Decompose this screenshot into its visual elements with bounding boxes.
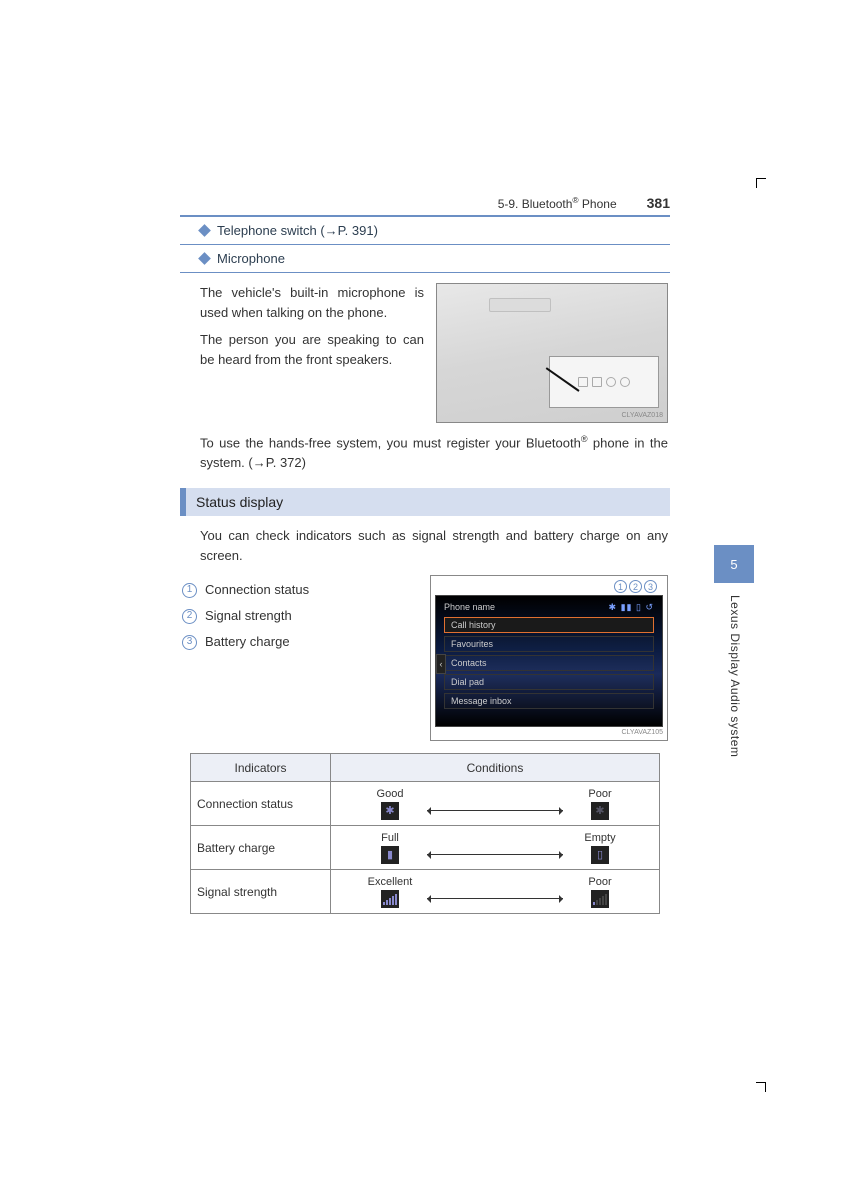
table-row: Signal strength Excellent Poor xyxy=(191,870,660,914)
table-cell-label: Connection status xyxy=(191,782,331,826)
circled-number-icon: 1 xyxy=(614,580,627,593)
bluetooth-icon: ✱ xyxy=(591,802,609,820)
legend-label: Connection status xyxy=(205,577,309,603)
battery-icon: ▯ xyxy=(591,846,609,864)
circled-number-icon: 3 xyxy=(644,580,657,593)
table-header: Conditions xyxy=(331,754,660,782)
screen-illustration-box: 1 2 3 Phone name ✱ ▮▮ ▯ ↺ Call history F… xyxy=(430,575,668,741)
screen-menu-item: Message inbox xyxy=(444,693,654,709)
condition-label: Poor xyxy=(588,788,611,800)
table-cell-conditions: Excellent Poor xyxy=(331,870,660,914)
table-cell-label: Signal strength xyxy=(191,870,331,914)
table-cell-conditions: Full ▮ Empty ▯ xyxy=(331,826,660,870)
legend-list: 1 Connection status 2 Signal strength 3 … xyxy=(182,575,416,741)
battery-icon: ▮ xyxy=(381,846,399,864)
condition-label: Good xyxy=(377,788,404,800)
paragraph: The person you are speaking to can be he… xyxy=(200,330,424,369)
status-row: 1 Connection status 2 Signal strength 3 … xyxy=(180,575,670,753)
page-content: 5-9. Bluetooth® Phone 381 Telephone swit… xyxy=(180,195,670,914)
paragraph: The vehicle's built-in microphone is use… xyxy=(200,283,424,322)
range-arrow-icon xyxy=(427,810,563,811)
diamond-bullet-icon xyxy=(198,224,211,237)
screen-menu-item: Dial pad xyxy=(444,674,654,690)
screen-callouts: 1 2 3 xyxy=(435,580,663,595)
illustration-caption: CLYAVAZ105 xyxy=(435,727,663,736)
page-header: 5-9. Bluetooth® Phone 381 xyxy=(180,195,670,217)
legend-item: 2 Signal strength xyxy=(182,603,416,629)
chapter-tab: 5 xyxy=(714,545,754,583)
back-arrow-icon: ‹ xyxy=(436,654,446,674)
table-cell-label: Battery charge xyxy=(191,826,331,870)
circled-number-icon: 1 xyxy=(182,583,197,598)
diamond-bullet-icon xyxy=(198,252,211,265)
condition-label: Empty xyxy=(584,832,615,844)
table-row: Battery charge Full ▮ Empty ▯ xyxy=(191,826,660,870)
page-number: 381 xyxy=(647,195,670,211)
screen-menu-item: Call history xyxy=(444,617,654,633)
table-row: Connection status Good ✱ Poor ✱ xyxy=(191,782,660,826)
status-intro: You can check indicators such as signal … xyxy=(180,526,670,575)
phone-screen: Phone name ✱ ▮▮ ▯ ↺ Call history Favouri… xyxy=(435,595,663,727)
section-heading-status-display: Status display xyxy=(180,488,670,516)
screen-menu-item: Favourites xyxy=(444,636,654,652)
microphone-text: The vehicle's built-in microphone is use… xyxy=(200,283,424,423)
screen-status-icons: ✱ ▮▮ ▯ ↺ xyxy=(609,602,654,613)
legend-label: Battery charge xyxy=(205,629,290,655)
legend-item: 3 Battery charge xyxy=(182,629,416,655)
screen-menu-item: Contacts xyxy=(444,655,654,671)
heading-text: Telephone switch (→P. 391) xyxy=(217,223,378,238)
circled-number-icon: 2 xyxy=(182,609,197,624)
range-arrow-icon xyxy=(427,854,563,855)
condition-label: Poor xyxy=(588,876,611,888)
legend-label: Signal strength xyxy=(205,603,292,629)
crop-mark xyxy=(756,1082,766,1092)
microphone-content: The vehicle's built-in microphone is use… xyxy=(180,273,670,429)
table-cell-conditions: Good ✱ Poor ✱ xyxy=(331,782,660,826)
heading-text: Microphone xyxy=(217,251,285,266)
section-path: 5-9. Bluetooth® Phone xyxy=(498,195,617,211)
condition-label: Full xyxy=(381,832,399,844)
screen-title: Phone name xyxy=(444,602,495,613)
bluetooth-icon: ✱ xyxy=(381,802,399,820)
register-note: To use the hands-free system, you must r… xyxy=(180,429,670,482)
range-arrow-icon xyxy=(427,898,563,899)
illustration-caption: CLYAVAZ018 xyxy=(621,411,663,422)
signal-icon xyxy=(591,890,609,908)
heading-microphone: Microphone xyxy=(180,245,670,273)
indicators-table: Indicators Conditions Connection status … xyxy=(190,753,660,914)
heading-telephone-switch: Telephone switch (→P. 391) xyxy=(180,217,670,245)
condition-label: Excellent xyxy=(368,876,413,888)
circled-number-icon: 3 xyxy=(182,635,197,650)
table-header: Indicators xyxy=(191,754,331,782)
crop-mark xyxy=(756,178,766,188)
signal-icon xyxy=(381,890,399,908)
circled-number-icon: 2 xyxy=(629,580,642,593)
table-header-row: Indicators Conditions xyxy=(191,754,660,782)
chapter-vertical-label: Lexus Display Audio system xyxy=(728,595,742,757)
legend-item: 1 Connection status xyxy=(182,577,416,603)
microphone-illustration: CLYAVAZ018 xyxy=(436,283,668,423)
